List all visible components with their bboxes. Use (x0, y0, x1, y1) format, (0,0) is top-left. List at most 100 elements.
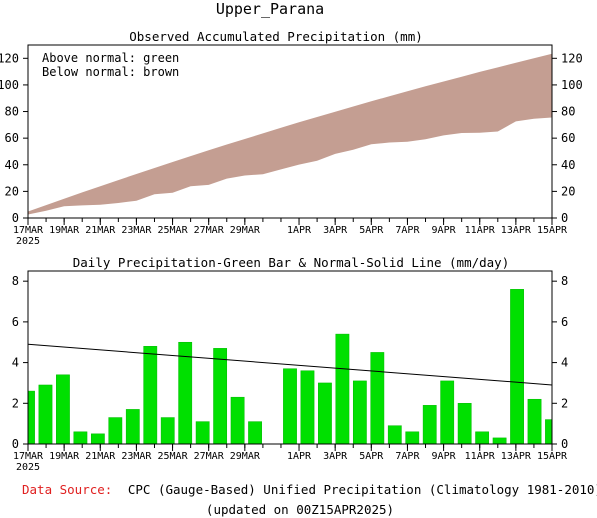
daily-x-tick-label: 5APR (359, 451, 384, 462)
daily-title: Daily Precipitation-Green Bar & Normal-S… (73, 255, 510, 270)
daily-x-tick-label: 15APR (537, 451, 568, 462)
acc-y-tick-label: 60 (5, 131, 19, 145)
acc-x-tick-label: 19MAR (49, 225, 80, 236)
accumulated-plot-frame (27, 44, 553, 219)
daily-x-tick-label: 25MAR (157, 451, 188, 462)
updated-note: (updated on 00Z15APR2025) (206, 502, 394, 517)
acc-y-tick-label: 120 (0, 51, 19, 65)
daily-precip-bar (178, 341, 193, 445)
daily-x-tick-label: 13APR (501, 451, 532, 462)
daily-y-tick-label: 2 (12, 396, 19, 410)
daily-x-tick-label: 3APR (323, 451, 348, 462)
daily-y-tick-label-right: 4 (561, 356, 568, 370)
page-title: Upper_Parana (216, 0, 324, 18)
acc-y-tick-label-right: 0 (561, 211, 568, 225)
acc-x-tick-label: 13APR (501, 225, 532, 236)
accumulated-year-label: 2025 (16, 236, 40, 247)
daily-precip-bar (475, 431, 490, 445)
acc-y-tick-label: 80 (5, 105, 19, 119)
daily-x-tick-label: 9APR (432, 451, 457, 462)
data-source-label: Data Source: (22, 482, 112, 497)
acc-y-tick-label-right: 60 (561, 131, 575, 145)
acc-y-tick-label: 100 (0, 78, 19, 92)
daily-y-tick-label: 0 (12, 437, 19, 451)
daily-precip-bar (230, 396, 245, 445)
acc-y-tick-label: 0 (12, 211, 19, 225)
acc-x-tick-label: 21MAR (85, 225, 116, 236)
daily-precip-bar (352, 380, 367, 445)
acc-y-tick-label-right: 120 (561, 51, 583, 65)
daily-precip-bar (73, 431, 88, 445)
acc-x-tick-label: 27MAR (194, 225, 225, 236)
acc-y-tick-label-right: 80 (561, 105, 575, 119)
daily-precip-bar (213, 348, 228, 445)
daily-precip-bar (457, 403, 472, 445)
daily-y-tick-label: 6 (12, 315, 19, 329)
daily-y-tick-label: 8 (12, 274, 19, 288)
acc-x-tick-label: 7APR (395, 225, 420, 236)
daily-precip-bar (90, 433, 105, 445)
acc-x-tick-label: 29MAR (230, 225, 261, 236)
daily-precip-bar (108, 417, 123, 445)
daily-precip-bar (545, 419, 553, 445)
daily-y-tick-label: 4 (12, 356, 19, 370)
daily-precip-bar (387, 425, 402, 445)
daily-precip-bar (248, 421, 262, 445)
daily-precip-bar (160, 417, 175, 445)
daily-precip-bar (335, 333, 350, 445)
daily-precip-bar (492, 437, 507, 445)
daily-x-tick-label: 7APR (395, 451, 420, 462)
daily-x-tick-label: 29MAR (230, 451, 261, 462)
daily-precip-bar (38, 384, 53, 445)
daily-precip-bar (440, 380, 455, 445)
daily-y-tick-label-right: 2 (561, 396, 568, 410)
daily-chart: Daily Precipitation-Green Bar & Normal-S… (12, 255, 568, 473)
daily-precip-bar (27, 390, 35, 445)
daily-x-tick-label: 21MAR (85, 451, 116, 462)
below-normal-area (28, 53, 552, 218)
daily-precip-bar (405, 431, 420, 445)
daily-x-tick-label: 23MAR (121, 451, 152, 462)
daily-precip-bar (422, 405, 437, 445)
acc-x-tick-label: 3APR (323, 225, 348, 236)
acc-x-tick-label: 11APR (465, 225, 496, 236)
acc-x-tick-label: 9APR (432, 225, 457, 236)
acc-x-tick-label: 1APR (287, 225, 312, 236)
acc-x-tick-label: 25MAR (157, 225, 188, 236)
accumulated-chart: Observed Accumulated Precipitation (mm) … (0, 29, 583, 247)
daily-y-tick-label-right: 8 (561, 274, 568, 288)
data-source-text: CPC (Gauge-Based) Unified Precipitation … (128, 482, 597, 497)
daily-precip-bar (143, 346, 158, 445)
daily-precip-bar (370, 352, 385, 445)
daily-plot-frame (27, 270, 553, 445)
daily-x-tick-label: 1APR (287, 451, 312, 462)
daily-y-tick-label-right: 6 (561, 315, 568, 329)
daily-y-tick-label-right: 0 (561, 437, 568, 451)
daily-precip-bar (510, 289, 524, 445)
daily-x-tick-label: 11APR (465, 451, 496, 462)
acc-x-tick-label: 15APR (537, 225, 568, 236)
acc-x-tick-label: 5APR (359, 225, 384, 236)
acc-x-tick-label: 23MAR (121, 225, 152, 236)
daily-precip-bar (318, 382, 332, 445)
daily-precip-bar (300, 370, 315, 445)
daily-year-label: 2025 (16, 462, 40, 473)
legend-above-normal: Above normal: green (42, 51, 179, 65)
daily-precip-bar (56, 374, 70, 445)
acc-x-tick-label: 17MAR (13, 225, 44, 236)
daily-x-tick-label: 19MAR (49, 451, 80, 462)
daily-precip-bar (283, 368, 297, 445)
daily-x-tick-label: 27MAR (194, 451, 225, 462)
daily-precip-bar (527, 398, 542, 445)
acc-y-tick-label: 20 (5, 184, 19, 198)
daily-x-tick-label: 17MAR (13, 451, 44, 462)
acc-y-tick-label-right: 20 (561, 184, 575, 198)
acc-y-tick-label: 40 (5, 158, 19, 172)
acc-y-tick-label-right: 40 (561, 158, 575, 172)
accumulated-title: Observed Accumulated Precipitation (mm) (129, 29, 423, 44)
footer-source-line: Data Source: CPC (Gauge-Based) Unified P… (22, 482, 597, 497)
acc-y-tick-label-right: 100 (561, 78, 583, 92)
daily-precip-bar (195, 421, 210, 445)
legend-below-normal: Below normal: brown (42, 65, 179, 79)
